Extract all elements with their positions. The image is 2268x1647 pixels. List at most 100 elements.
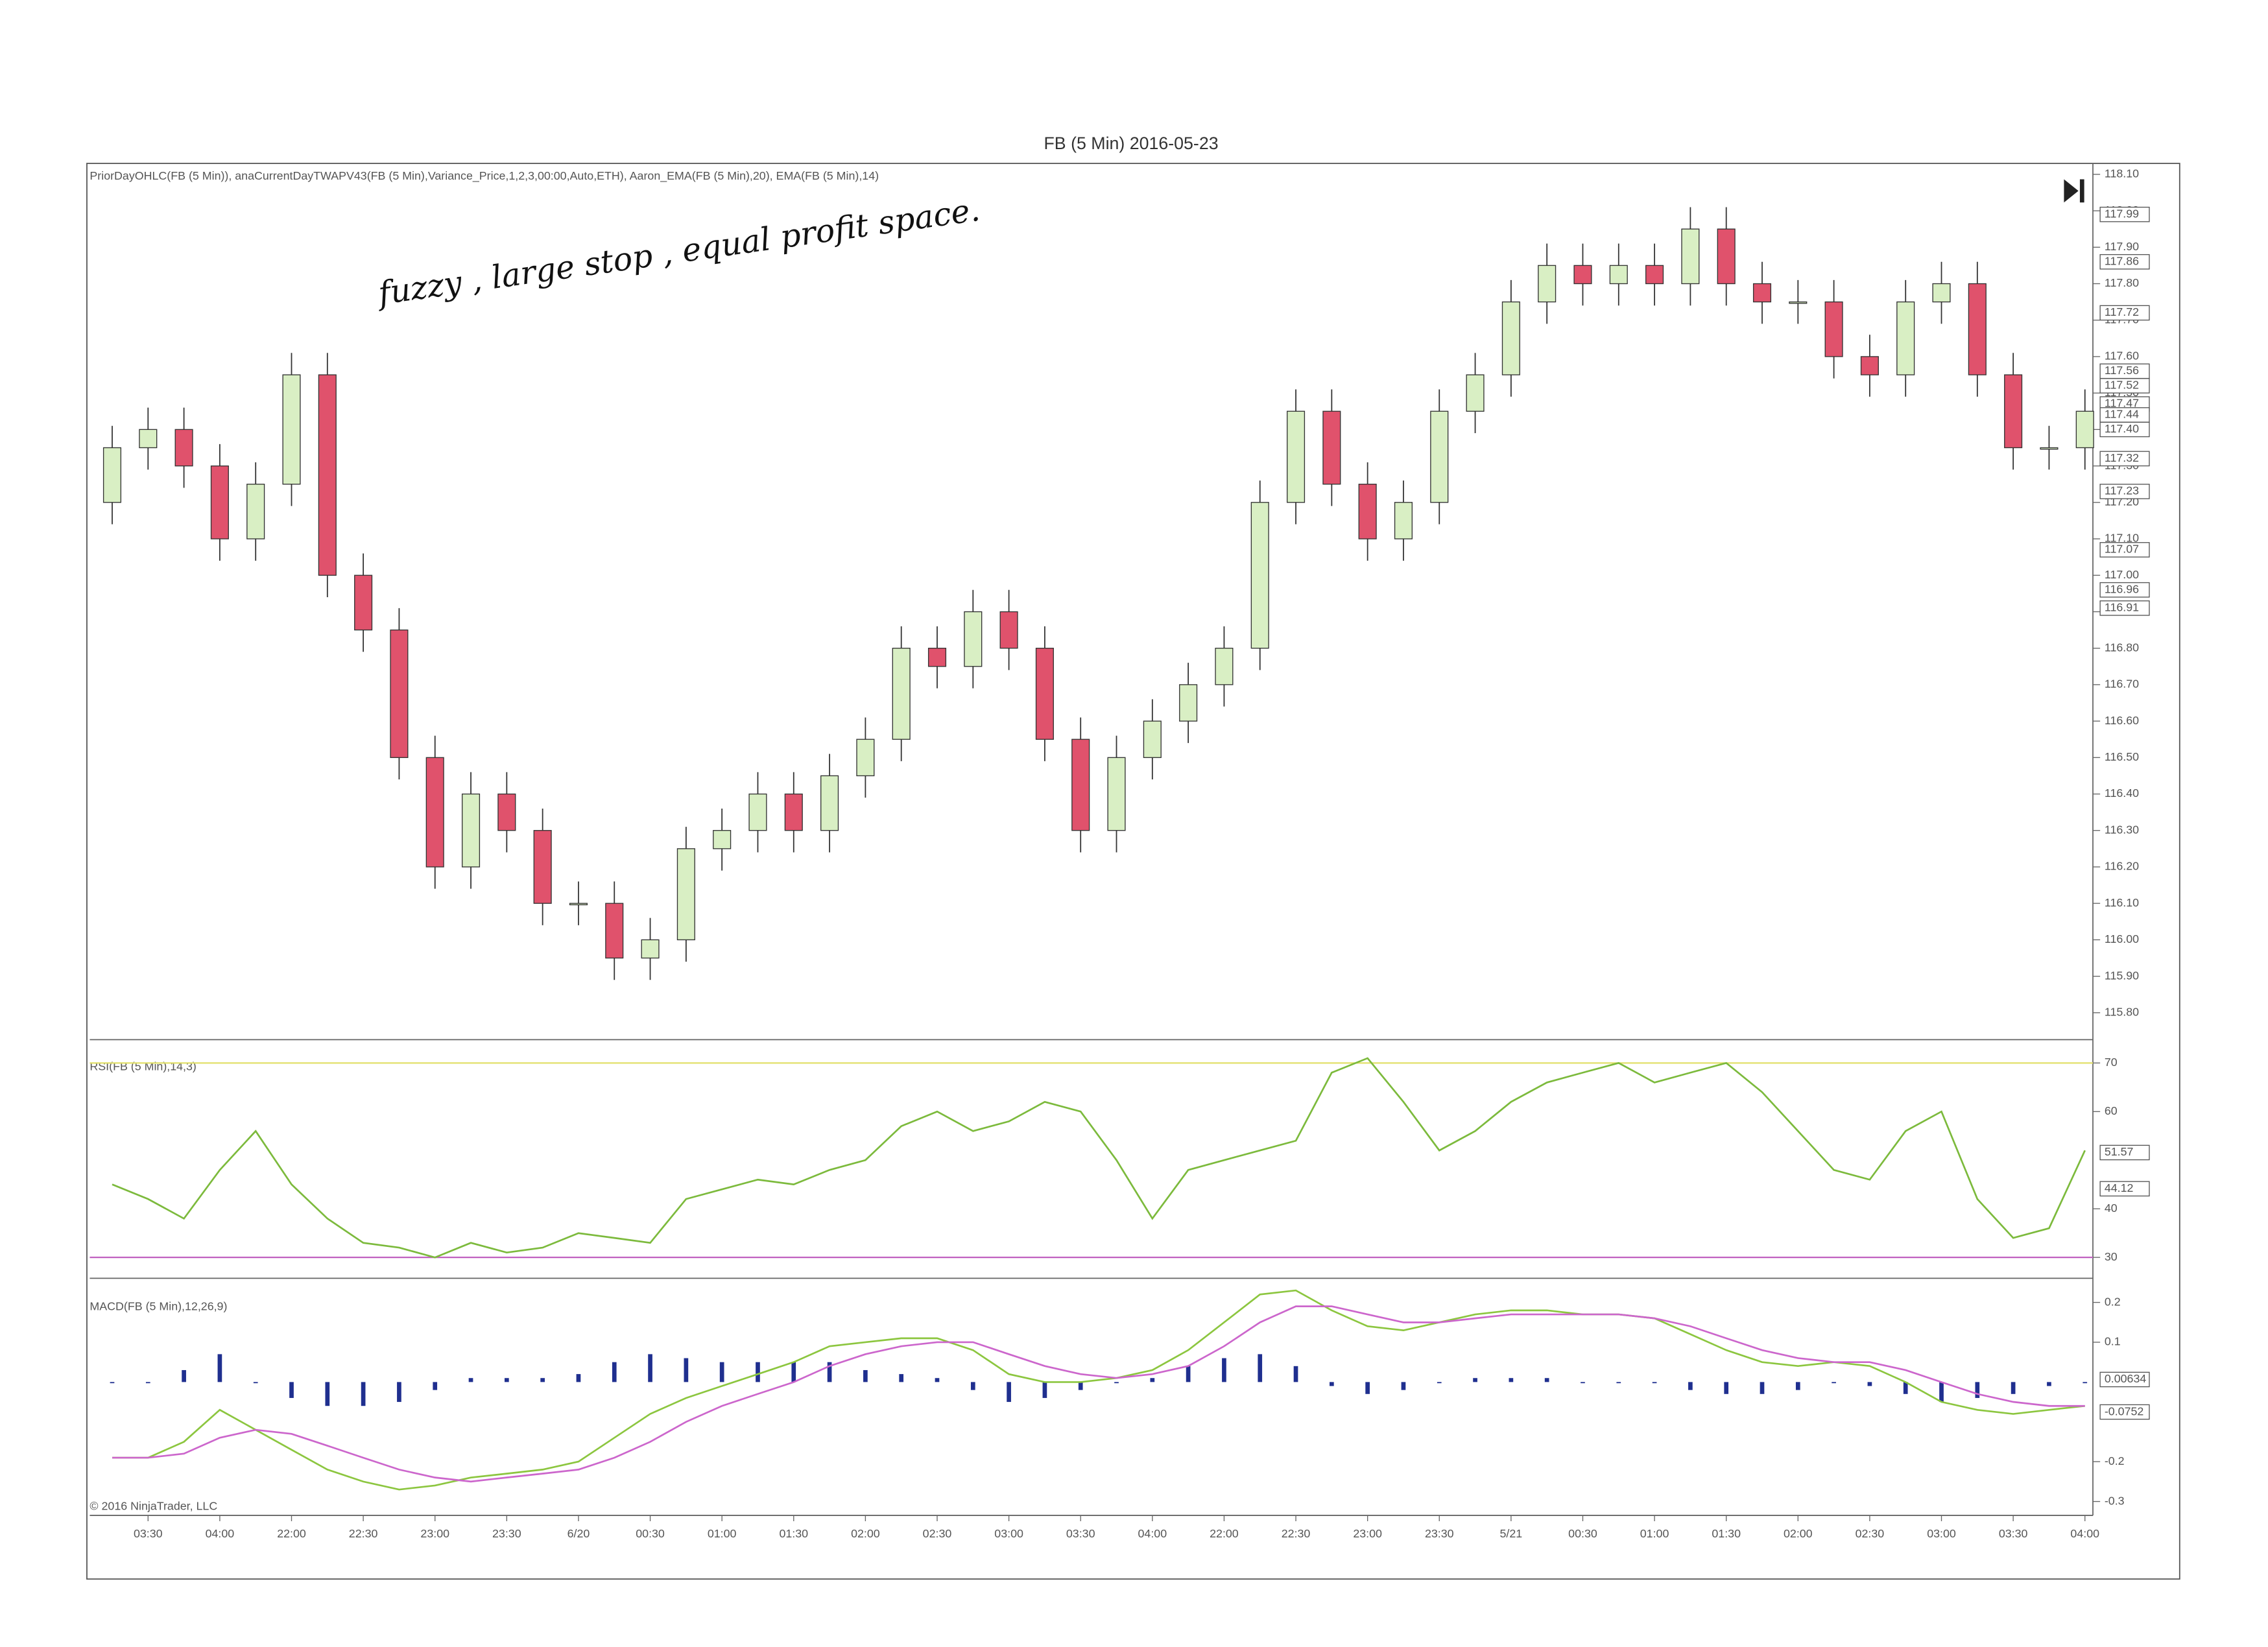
x-tick-label: 02:00 [851, 1527, 880, 1540]
histogram-bar [1795, 1382, 1800, 1390]
scroll-end-icon[interactable] [2064, 179, 2084, 203]
candle-body [1538, 265, 1557, 303]
price-marker-label: 117.47 [2105, 397, 2139, 410]
x-tick-label: 00:30 [1568, 1527, 1597, 1540]
price-marker [2099, 305, 2150, 321]
candle-body [2075, 410, 2094, 449]
histogram-bar [1688, 1382, 1693, 1390]
histogram-bar [684, 1358, 689, 1382]
x-tick-label: 22:30 [349, 1527, 378, 1540]
candle-body [1430, 410, 1449, 503]
histogram-bar [1222, 1358, 1226, 1382]
candle-body [174, 429, 193, 467]
candle-body [713, 830, 732, 849]
histogram-bar [612, 1362, 617, 1382]
histogram-bar [1401, 1382, 1406, 1390]
copyright: © 2016 NinjaTrader, LLC [90, 1499, 217, 1512]
x-tick-label: 03:00 [994, 1527, 1023, 1540]
candle-body [892, 647, 911, 740]
histogram-bar [504, 1378, 509, 1382]
x-tick-label: 23:30 [492, 1527, 521, 1540]
histogram-bar [1114, 1382, 1119, 1384]
x-tick-label: 04:00 [1138, 1527, 1167, 1540]
candle-body [318, 374, 337, 576]
candle-body [1717, 228, 1736, 285]
histogram-bar [1329, 1382, 1334, 1386]
candle-body [1968, 283, 1987, 375]
x-tick-label: 00:30 [636, 1527, 665, 1540]
candle-body [605, 903, 624, 959]
y-tick-label: 115.90 [2105, 969, 2139, 982]
candle-body [1609, 265, 1628, 285]
price-marker [2099, 1144, 2150, 1161]
histogram-bar [1760, 1382, 1765, 1394]
candle-body [1789, 301, 1808, 304]
x-tick-label: 04:00 [2070, 1527, 2099, 1540]
page-title: FB (5 Min) 2016-05-23 [1044, 134, 1218, 153]
candle-body [282, 374, 301, 485]
histogram-bar [935, 1378, 940, 1382]
histogram-bar [361, 1382, 366, 1406]
histogram-bar [397, 1382, 401, 1403]
candle-body [676, 848, 695, 941]
x-tick-label: 02:30 [1856, 1527, 1885, 1540]
y-tick-label: -0.3 [2105, 1494, 2125, 1507]
price-marker [2099, 254, 2150, 270]
histogram-bar [970, 1382, 975, 1390]
histogram-bar [1150, 1378, 1155, 1382]
candle-body [1071, 739, 1090, 831]
candle-body [1501, 301, 1520, 375]
price-marker-label: 116.96 [2105, 582, 2139, 595]
histogram-bar [1975, 1382, 1980, 1398]
histogram-bar [1042, 1382, 1047, 1398]
candle-body [1358, 484, 1377, 539]
price-marker [2099, 451, 2150, 467]
histogram-bar [253, 1382, 258, 1384]
candle-body [1286, 410, 1306, 503]
price-marker [2099, 484, 2150, 499]
y-tick-label: 116.30 [2105, 823, 2139, 836]
x-tick-label: 03:30 [1066, 1527, 1095, 1540]
y-tick-label: 117.00 [2105, 568, 2139, 581]
histogram-bar [2011, 1382, 2016, 1394]
price-marker [2099, 1404, 2150, 1420]
x-tick-label: 03:30 [134, 1527, 163, 1540]
histogram-bar [2083, 1382, 2088, 1384]
histogram-bar [1186, 1366, 1191, 1382]
price-marker-label: 117.72 [2105, 305, 2139, 318]
price-marker-label: 117.40 [2105, 422, 2139, 435]
candle-body [102, 447, 122, 503]
y-tick-label: 60 [2105, 1104, 2118, 1117]
y-tick-label: 117.80 [2105, 276, 2139, 289]
x-tick-label: 02:30 [923, 1527, 952, 1540]
histogram-bar [433, 1382, 438, 1390]
y-tick-label: 0.2 [2105, 1295, 2121, 1308]
y-tick-label: -0.2 [2105, 1454, 2125, 1467]
y-tick-label: 40 [2105, 1202, 2118, 1215]
x-tick-label: 01:30 [1712, 1527, 1741, 1540]
candle-body [641, 939, 660, 959]
x-tick-label: 6/20 [567, 1527, 590, 1540]
histogram-bar [1581, 1382, 1585, 1384]
y-tick-label: 116.80 [2105, 641, 2139, 654]
y-tick-label: 70 [2105, 1056, 2118, 1069]
price-marker-label: 117.52 [2105, 379, 2139, 392]
histogram-bar [1365, 1382, 1370, 1394]
frame [86, 163, 2180, 1580]
candle-body [999, 611, 1018, 649]
candle-body [856, 739, 875, 777]
candle-body [1215, 647, 1234, 685]
histogram-bar [1616, 1382, 1621, 1384]
price-marker-label: 117.44 [2105, 408, 2139, 421]
price-marker-label: 117.86 [2105, 254, 2139, 267]
candle-body [2004, 374, 2023, 449]
candle-body [1896, 301, 1915, 375]
price-marker [2099, 600, 2150, 616]
histogram-bar [1078, 1382, 1083, 1390]
x-tick-label: 22:00 [1210, 1527, 1239, 1540]
x-tick-label: 22:30 [1282, 1527, 1311, 1540]
candle-body [1143, 720, 1162, 758]
histogram-bar [863, 1369, 868, 1382]
histogram-bar [182, 1369, 186, 1382]
